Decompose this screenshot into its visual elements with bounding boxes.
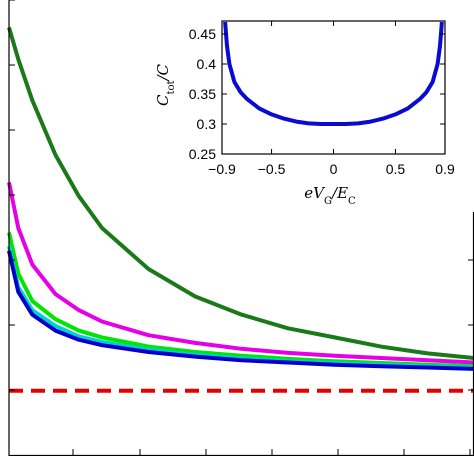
inset-y-tick-label: 0.4 — [197, 56, 217, 72]
inset-x-tick-label: 0 — [330, 161, 338, 177]
inset-y-axis-label: Ctot/C — [154, 63, 177, 106]
inset-x-tick-labels: −0.9 −0.5 0 0.5 0.9 — [208, 161, 455, 177]
inset-x-tick-label: −0.5 — [258, 161, 286, 177]
inset-y-tick-label: 0.45 — [189, 26, 216, 42]
main-series-group — [7, 26, 474, 393]
inset-y-tick-label: 0.35 — [189, 86, 216, 102]
inset-x-axis-label: eVG/EC — [304, 184, 356, 207]
inset-y-tick-labels: 0.25 0.3 0.35 0.4 0.45 — [189, 26, 216, 162]
inset-series-line-1 — [223, 21, 444, 126]
inset-background — [160, 0, 474, 212]
inset-x-tick-label: 0.5 — [386, 161, 406, 177]
inset-chart: −0.9 −0.5 0 0.5 0.9 0.25 0.3 0.35 0.4 0.45 eVG/E… — [154, 0, 474, 212]
series-line-1 — [7, 26, 474, 360]
series-line-2 — [7, 182, 474, 365]
inset-y-tick-label: 0.3 — [197, 116, 217, 132]
inset-axes-frame — [221, 20, 446, 155]
inset-x-tick-label: 0.9 — [435, 161, 455, 177]
inset-series-group — [223, 21, 444, 126]
inset-x-tick-label: −0.9 — [208, 161, 236, 177]
series-line-5 — [7, 250, 474, 371]
inset-y-tick-label: 0.25 — [189, 146, 216, 162]
